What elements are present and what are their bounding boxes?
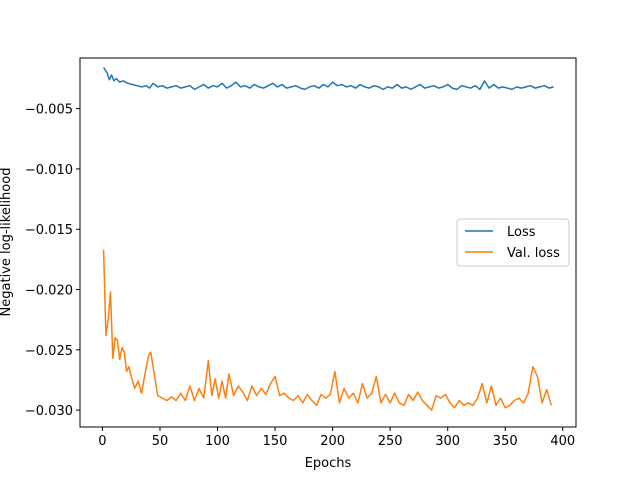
legend: Loss Val. loss bbox=[456, 218, 570, 267]
y-tick-label: −0.020 bbox=[25, 284, 73, 299]
x-tick-label: 300 bbox=[435, 434, 460, 449]
legend-label-loss: Loss bbox=[507, 225, 536, 240]
x-tick-label: 100 bbox=[205, 434, 230, 449]
x-axis-title: Epochs bbox=[305, 456, 352, 471]
series-line-loss bbox=[102, 67, 554, 91]
y-tick-label: −0.015 bbox=[25, 223, 73, 238]
series-line-val-loss bbox=[102, 249, 553, 411]
x-tick-label: 0 bbox=[98, 434, 106, 449]
x-tick-label: 200 bbox=[320, 434, 345, 449]
y-tick-label: −0.030 bbox=[25, 404, 73, 419]
y-tick-label: −0.025 bbox=[25, 344, 73, 359]
x-tick-label: 150 bbox=[263, 434, 288, 449]
x-tick-label: 50 bbox=[152, 434, 169, 449]
x-tick-label: 400 bbox=[550, 434, 575, 449]
y-axis-title: Negative log-likelihood bbox=[0, 168, 14, 317]
plot-frame bbox=[79, 57, 577, 428]
x-tick-label: 350 bbox=[493, 434, 518, 449]
y-tick-label: −0.010 bbox=[25, 163, 73, 178]
legend-label-val-loss: Val. loss bbox=[507, 246, 560, 261]
x-tick-label: 250 bbox=[378, 434, 403, 449]
y-tick-label: −0.005 bbox=[25, 103, 73, 118]
